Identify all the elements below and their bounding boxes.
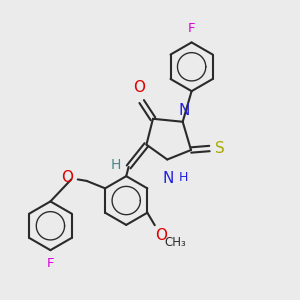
Text: N: N	[163, 171, 174, 186]
Text: CH₃: CH₃	[164, 236, 186, 250]
Text: F: F	[188, 22, 195, 35]
Text: O: O	[133, 80, 145, 95]
Text: O: O	[155, 228, 167, 243]
Text: H: H	[179, 171, 188, 184]
Text: N: N	[178, 103, 190, 118]
Text: H: H	[111, 158, 121, 172]
Text: F: F	[47, 257, 54, 270]
Text: O: O	[61, 169, 73, 184]
Text: S: S	[215, 141, 224, 156]
